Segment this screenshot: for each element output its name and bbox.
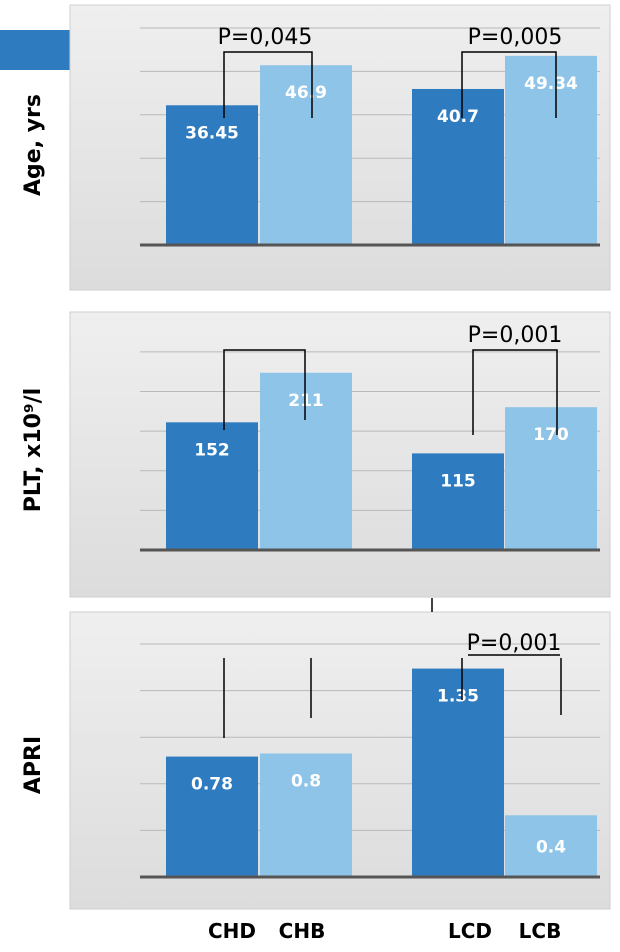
category-label-lcd: LCD <box>448 919 492 943</box>
data-label-lcd: 115 <box>440 471 476 491</box>
accent-tab <box>0 30 70 70</box>
bar-chb <box>260 753 352 877</box>
significance-bracket <box>223 51 313 118</box>
significance-bracket <box>223 349 306 430</box>
chart-panel-1: 36.45 46.9 40.7 49.34 P=0,045 P=0,005 Age, yrs <box>21 4 611 291</box>
category-label-lcb: LCB <box>519 919 562 943</box>
y-axis-label: Age, yrs <box>21 94 46 196</box>
bar-chb <box>260 65 352 245</box>
data-label-lcb: 0.4 <box>536 837 566 857</box>
significance-bracket <box>472 349 558 435</box>
data-label-chb: 211 <box>288 391 324 411</box>
chart-panel-2: 152 211 115 170 P=0,001 PLT, x10⁹/l <box>21 311 611 598</box>
y-axis-label: APRI <box>21 736 46 794</box>
p-value-label: P=0,005 <box>468 25 563 50</box>
bar-chd <box>166 756 258 877</box>
bar-lcb <box>505 407 597 550</box>
bar-lcb <box>505 815 597 877</box>
bar-lcd <box>412 88 504 245</box>
significance-bracket <box>461 51 557 118</box>
bar-chd <box>166 422 258 550</box>
data-label-lcb: 170 <box>533 425 569 445</box>
data-label-chb: 46.9 <box>285 83 327 103</box>
data-label-lcd: 40.7 <box>437 107 479 127</box>
data-label-chd: 36.45 <box>185 123 239 143</box>
p-value-label: P=0,045 <box>218 25 313 50</box>
category-label-chb: CHB <box>279 919 326 943</box>
data-label-chb: 0.8 <box>291 772 321 792</box>
data-label-lcd: 1.35 <box>437 687 479 707</box>
bar-lcd <box>412 668 504 877</box>
bar-lcd <box>412 453 504 550</box>
data-label-chd: 152 <box>194 440 230 460</box>
y-axis-label: PLT, x10⁹/l <box>21 388 46 512</box>
bar-chd <box>166 105 258 246</box>
data-label-lcb: 49.34 <box>524 74 578 94</box>
chart-panel-3: 0.78 0.8 1.35 0.4 P=0,001 APRI <box>21 611 611 910</box>
p-value-label: P=0,001 <box>468 323 563 348</box>
category-label-chd: CHD <box>208 919 256 943</box>
bar-chb <box>260 372 352 550</box>
bar-lcb <box>505 55 597 245</box>
p-value-label: P=0,001 <box>467 631 562 656</box>
data-label-chd: 0.78 <box>191 775 233 795</box>
